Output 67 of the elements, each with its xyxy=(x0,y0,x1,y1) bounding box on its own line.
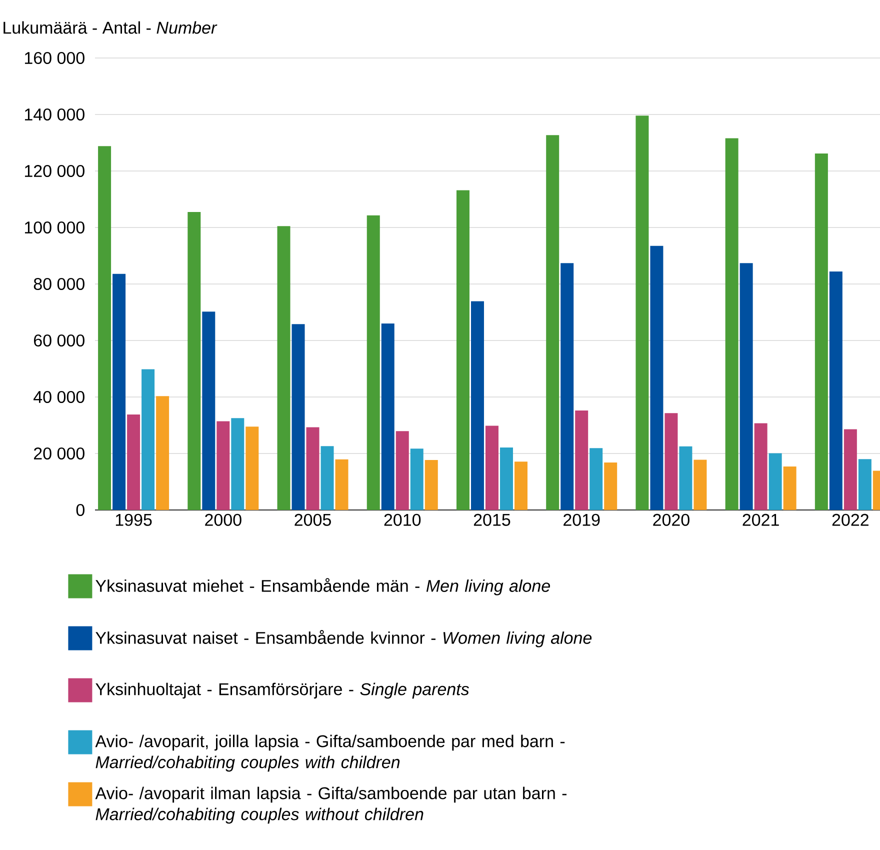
x-tick-label: 2000 xyxy=(205,514,242,526)
y-tick-label: 60 000 xyxy=(34,334,84,347)
bar xyxy=(575,410,588,510)
bar xyxy=(396,431,409,510)
y-tick-label: 20 000 xyxy=(34,447,84,460)
bar xyxy=(814,153,828,510)
bar xyxy=(664,413,678,510)
bar xyxy=(246,426,259,510)
bar xyxy=(636,116,649,510)
legend-label: Avio- /avoparit, joilla lapsia - Gifta/samboende par med barn - Married/cohabiting couples with children xyxy=(95,734,565,772)
bar xyxy=(320,446,334,510)
bar xyxy=(560,263,574,510)
x-tick-label: 2019 xyxy=(564,514,600,526)
bar xyxy=(514,462,528,510)
bar xyxy=(546,135,560,510)
bar xyxy=(604,462,618,510)
y-tick-label: 120 000 xyxy=(24,164,84,178)
bar xyxy=(679,446,692,510)
y-tick-label: 100 000 xyxy=(24,221,84,234)
bar xyxy=(410,448,424,510)
legend-label: Yksinasuvat naiset - Ensambående kvinnor - Women living alone xyxy=(96,630,592,648)
bar xyxy=(844,429,857,510)
x-tick-label: 2005 xyxy=(294,514,331,526)
bar xyxy=(754,423,768,510)
bar xyxy=(694,460,707,510)
bar xyxy=(156,396,170,510)
bar xyxy=(112,274,126,510)
bar xyxy=(500,448,513,510)
bar xyxy=(590,448,603,510)
x-tick-label: 1995 xyxy=(116,514,152,526)
bar xyxy=(829,272,842,510)
bar xyxy=(740,263,753,510)
bar xyxy=(188,212,201,510)
x-tick-label: 2015 xyxy=(474,514,510,526)
y-tick-label: 40 000 xyxy=(34,390,84,404)
x-tick-label: 2020 xyxy=(653,514,690,526)
bar xyxy=(277,226,290,510)
bar xyxy=(306,427,320,510)
y-tick-label: 80 000 xyxy=(34,278,84,290)
bar xyxy=(127,414,140,510)
y-tick-label: 0 xyxy=(76,504,84,516)
x-tick-label: 2021 xyxy=(742,514,779,526)
y-tick-label: 140 000 xyxy=(24,108,84,121)
bar xyxy=(424,460,438,510)
bar xyxy=(292,324,305,510)
bar xyxy=(650,246,664,510)
bar xyxy=(456,190,470,510)
bar xyxy=(470,301,484,510)
bar xyxy=(381,324,394,510)
bar xyxy=(335,459,348,510)
bar xyxy=(98,146,112,510)
bar xyxy=(768,453,782,510)
x-tick-label: 2010 xyxy=(384,514,421,526)
x-tick-label: 2022 xyxy=(832,514,868,526)
bar xyxy=(216,421,230,510)
bar xyxy=(485,426,498,510)
bar xyxy=(783,466,796,510)
bar xyxy=(202,312,216,510)
bar xyxy=(725,138,738,510)
legend-label: Avio- /avoparit ilman lapsia - Gifta/samboende par utan barn - Married/cohabiting couples without children xyxy=(95,786,567,824)
y-axis-title: Lukumäärä - Antal - Number xyxy=(4,21,218,34)
y-tick-label: 160 000 xyxy=(24,52,84,64)
bar xyxy=(231,418,244,510)
bar xyxy=(142,369,155,510)
legend-label: Yksinhuoltajat - Ensamförsörjare - Single parents xyxy=(96,682,469,699)
bar xyxy=(366,215,380,510)
legend-label: Yksinasuvat miehet - Ensambående män - Men living alone xyxy=(96,578,550,596)
